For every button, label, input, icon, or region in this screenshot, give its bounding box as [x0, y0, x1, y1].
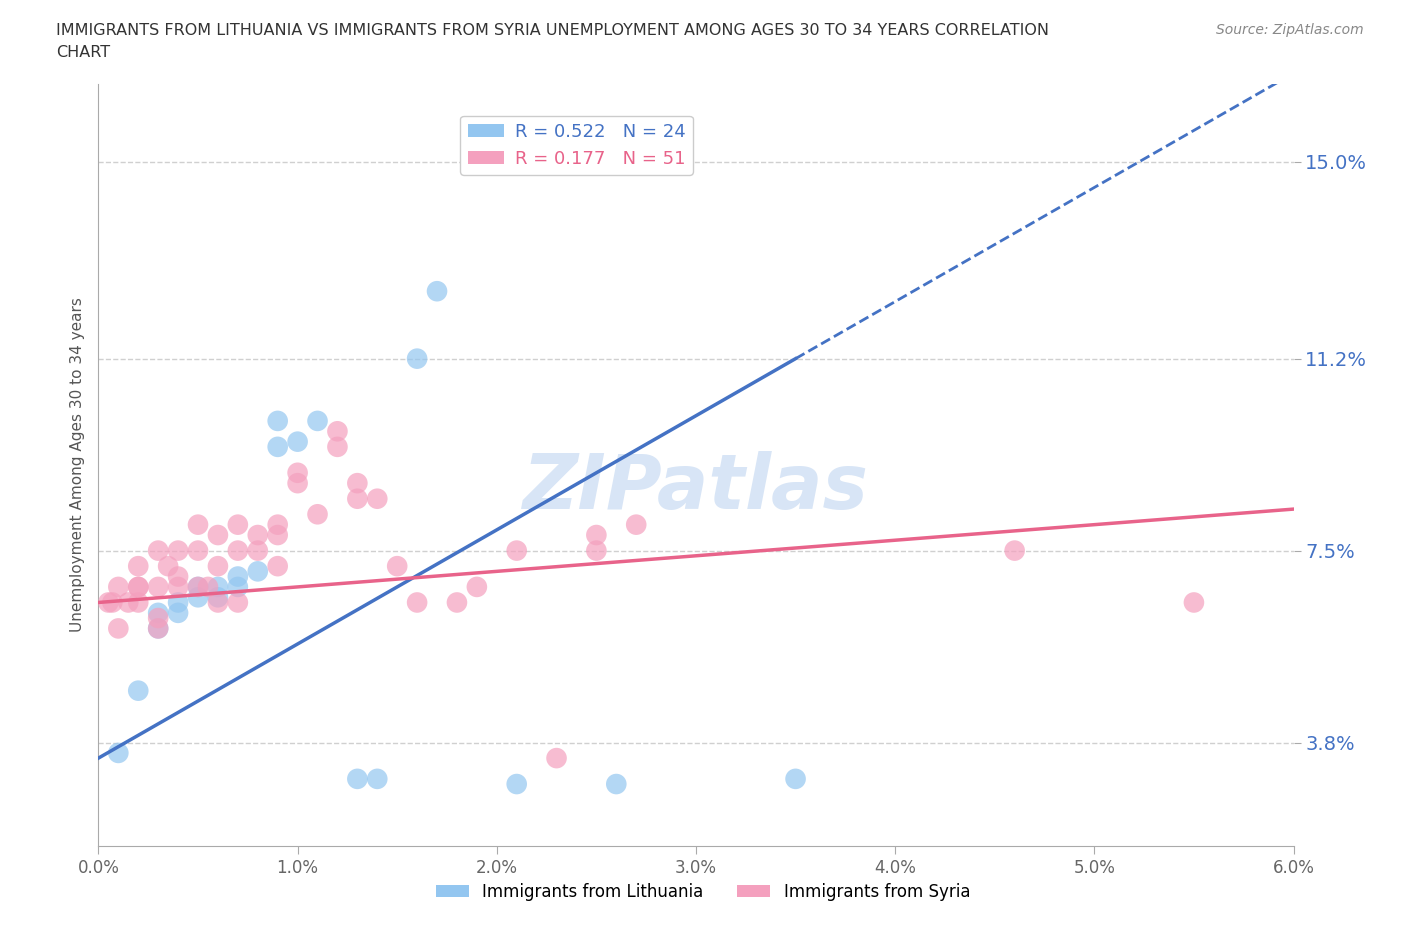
Point [148, 621, 170, 636]
Point [346, 491, 368, 506]
Point [267, 559, 290, 574]
Point [326, 424, 349, 439]
Point [346, 771, 368, 786]
Point [226, 569, 249, 584]
Point [446, 595, 468, 610]
Point [326, 439, 349, 454]
Point [97, 595, 120, 610]
Point [605, 777, 627, 791]
Point [385, 559, 409, 574]
Point [307, 414, 329, 429]
Point [101, 595, 124, 610]
Point [187, 590, 209, 604]
Point [406, 352, 429, 366]
Point [246, 543, 269, 558]
Point [207, 559, 229, 574]
Point [226, 579, 249, 594]
Point [267, 517, 290, 532]
Text: ZIPatlas: ZIPatlas [523, 451, 869, 525]
Point [148, 621, 170, 636]
Point [167, 595, 190, 610]
Point [127, 684, 149, 698]
Point [1004, 543, 1026, 558]
Point [107, 746, 129, 761]
Point [267, 527, 290, 542]
Point [187, 579, 209, 594]
Text: Source: ZipAtlas.com: Source: ZipAtlas.com [1216, 23, 1364, 37]
Point [187, 543, 209, 558]
Point [207, 579, 229, 594]
Point [406, 595, 429, 610]
Point [117, 595, 139, 610]
Point [626, 517, 648, 532]
Point [127, 595, 149, 610]
Point [207, 590, 229, 604]
Point [187, 579, 209, 594]
Point [287, 465, 309, 480]
Point [167, 569, 190, 584]
Point [226, 517, 249, 532]
Text: CHART: CHART [56, 45, 110, 60]
Point [287, 476, 309, 491]
Point [107, 579, 129, 594]
Point [148, 611, 170, 626]
Point [226, 543, 249, 558]
Point [148, 579, 170, 594]
Point [226, 595, 249, 610]
Point [287, 434, 309, 449]
Point [148, 543, 170, 558]
Point [187, 517, 209, 532]
Point [426, 284, 449, 299]
Point [246, 564, 269, 578]
Point [585, 543, 607, 558]
Legend: Immigrants from Lithuania, Immigrants from Syria: Immigrants from Lithuania, Immigrants fr… [429, 876, 977, 908]
Point [267, 439, 290, 454]
Point [506, 543, 529, 558]
Text: IMMIGRANTS FROM LITHUANIA VS IMMIGRANTS FROM SYRIA UNEMPLOYMENT AMONG AGES 30 TO: IMMIGRANTS FROM LITHUANIA VS IMMIGRANTS … [56, 23, 1049, 38]
Legend: R = 0.522   N = 24, R = 0.177   N = 51: R = 0.522 N = 24, R = 0.177 N = 51 [460, 115, 693, 175]
Point [167, 543, 190, 558]
Point [366, 491, 388, 506]
Point [127, 579, 149, 594]
Point [107, 621, 129, 636]
Point [127, 579, 149, 594]
Point [157, 559, 180, 574]
Point [167, 605, 190, 620]
Point [197, 579, 219, 594]
Point [465, 579, 488, 594]
Point [207, 595, 229, 610]
Point [167, 579, 190, 594]
Point [267, 414, 290, 429]
Y-axis label: Unemployment Among Ages 30 to 34 years: Unemployment Among Ages 30 to 34 years [69, 298, 84, 632]
Point [246, 527, 269, 542]
Point [506, 777, 529, 791]
Point [546, 751, 568, 765]
Point [127, 559, 149, 574]
Point [307, 507, 329, 522]
Point [207, 527, 229, 542]
Point [148, 605, 170, 620]
Point [785, 771, 807, 786]
Point [585, 527, 607, 542]
Point [366, 771, 388, 786]
Point [1182, 595, 1205, 610]
Point [346, 476, 368, 491]
